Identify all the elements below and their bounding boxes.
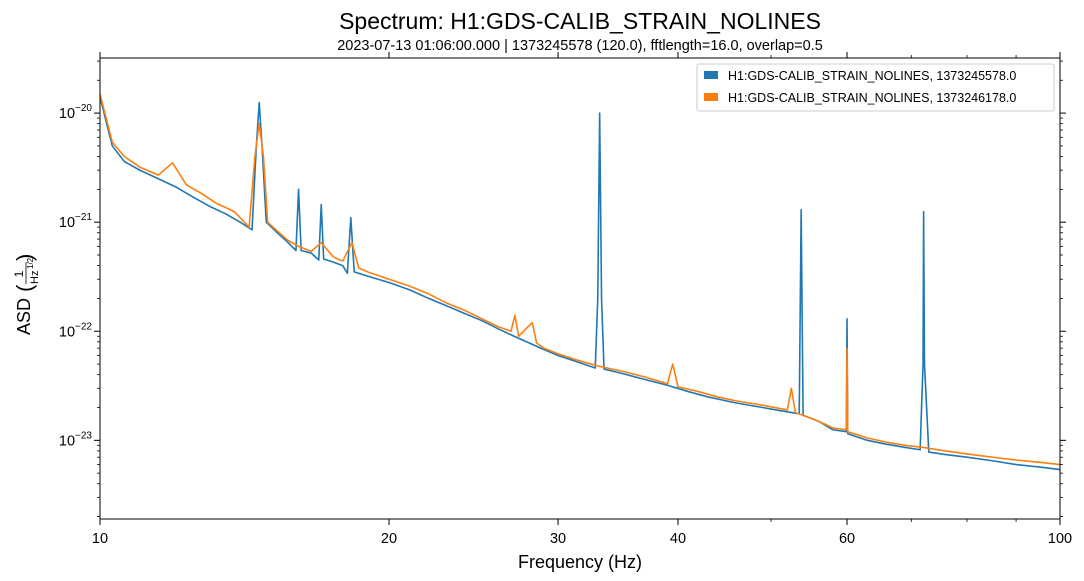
series-line-2 [100,93,1060,466]
x-tick-label: 30 [550,531,566,547]
legend-label-2: H1:GDS-CALIB_STRAIN_NOLINES, 1373246178.… [728,91,1016,105]
y-tick-label: 10−21 [59,212,93,231]
y-tick-label: 10−23 [59,430,93,449]
y-axis-label-group: ASD ( 1 Hz 1/2 ) [12,254,41,335]
legend-swatch-2 [704,93,718,101]
legend-swatch-1 [704,71,718,79]
series-line-1 [100,96,1060,471]
plot-frame [99,57,1061,520]
chart-subtitle: 2023-07-13 01:06:00.000 | 1373245578 (12… [337,38,823,54]
y-axis-label: ASD [14,298,34,335]
x-tick-label: 100 [1048,531,1072,547]
y-unit-paren-left: ( [12,284,37,292]
legend-label-1: H1:GDS-CALIB_STRAIN_NOLINES, 1373245578.… [728,69,1016,83]
x-tick-label: 60 [839,531,855,547]
y-unit-exponent: 1/2 [26,257,35,269]
series-layer [100,93,1060,471]
x-axis-label: Frequency (Hz) [518,552,642,572]
y-unit-denominator: Hz [29,271,41,284]
y-unit-numerator: 1 [12,270,26,277]
x-tick-label: 10 [92,531,108,547]
y-tick-label: 10−20 [59,103,93,122]
y-unit-paren-right: ) [12,254,37,261]
chart-title: Spectrum: H1:GDS-CALIB_STRAIN_NOLINES [339,8,821,34]
x-tick-label: 20 [381,531,397,547]
legend-box [696,63,1055,112]
axis-ticks: 10 20 30 40 60 100 10−20 10−21 10−22 10−23 [59,52,1072,547]
x-tick-label: 40 [670,531,686,547]
y-tick-label: 10−22 [59,321,93,340]
legend: H1:GDS-CALIB_STRAIN_NOLINES, 1373245578.… [696,63,1055,112]
